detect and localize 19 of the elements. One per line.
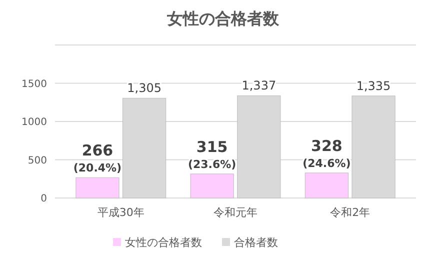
y-tick-label: 1000 — [22, 117, 47, 128]
x-tick-label: 令和2年 — [330, 206, 370, 219]
data-label: 1,305 — [127, 81, 162, 96]
data-label: 266 (20.4%) — [73, 142, 122, 175]
y-tick-label: 500 — [28, 155, 47, 166]
data-label: 315 (23.6%) — [188, 138, 236, 171]
y-tick-label: 1500 — [22, 78, 47, 90]
bar — [76, 177, 120, 198]
data-label: 328 (24.6%) — [302, 136, 351, 170]
bar — [304, 172, 348, 198]
data-label: 1,337 — [242, 78, 276, 93]
legend-label: 女性の合格者数 — [125, 236, 202, 249]
x-tick-label: 平成30年 — [97, 206, 144, 219]
data-label: 1,335 — [356, 78, 391, 93]
legend-label: 合格者数 — [234, 236, 278, 249]
bar — [190, 174, 234, 198]
y-tick-label: 0 — [40, 194, 47, 204]
x-tick-label: 令和元年 — [214, 206, 258, 219]
chart-title: 女性の合格者数 — [166, 9, 280, 28]
